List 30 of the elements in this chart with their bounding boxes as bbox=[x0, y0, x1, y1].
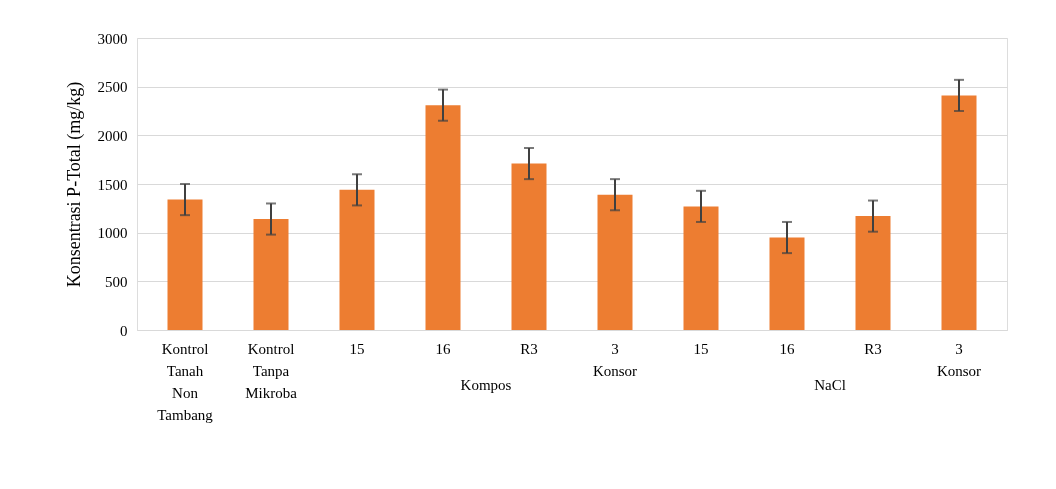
x-tick-label: Kontrol Tanpa Mikroba bbox=[245, 341, 298, 401]
x-tick-label: 15 bbox=[349, 341, 365, 357]
y-axis-title: Konsentrasi P-Total (mg/kg) bbox=[63, 81, 85, 288]
bar bbox=[167, 199, 203, 330]
y-tick-label: 2500 bbox=[97, 79, 128, 96]
text: Kompos bbox=[460, 377, 512, 393]
x-tick-label: 16 bbox=[435, 341, 451, 357]
bar bbox=[253, 219, 289, 330]
x-tick-label: R3 bbox=[864, 341, 882, 357]
x-tick-label: 3 Konsor bbox=[936, 341, 982, 379]
bar bbox=[855, 216, 891, 330]
text: NaCl bbox=[814, 377, 846, 393]
bar bbox=[339, 189, 375, 330]
y-tick-label: 500 bbox=[105, 273, 128, 290]
x-tick-label: R3 bbox=[520, 341, 538, 357]
bar bbox=[683, 206, 719, 330]
y-tick-label: 1500 bbox=[97, 176, 128, 193]
y-tick-label: 1000 bbox=[97, 225, 128, 242]
x-tick-label: 15 bbox=[693, 341, 709, 357]
y-tick-label: 0 bbox=[120, 322, 128, 339]
y-tick-label: 2000 bbox=[97, 127, 128, 144]
bar bbox=[769, 237, 805, 330]
bar bbox=[425, 105, 461, 330]
bar bbox=[941, 95, 977, 330]
x-tick-label: 3 Konsor bbox=[592, 341, 638, 379]
y-tick-label: 3000 bbox=[97, 30, 128, 47]
bar bbox=[511, 163, 547, 330]
x-tick-label: 16 bbox=[779, 341, 795, 357]
x-tick-label: Kontrol Tanah Non Tambang bbox=[157, 341, 214, 423]
bar bbox=[597, 194, 633, 330]
